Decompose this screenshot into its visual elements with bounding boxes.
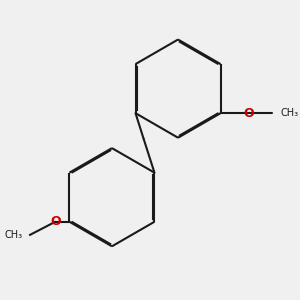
Text: CH₃: CH₃ xyxy=(4,230,22,240)
Text: O: O xyxy=(244,107,254,120)
Text: O: O xyxy=(50,215,61,228)
Text: CH₃: CH₃ xyxy=(280,108,298,118)
